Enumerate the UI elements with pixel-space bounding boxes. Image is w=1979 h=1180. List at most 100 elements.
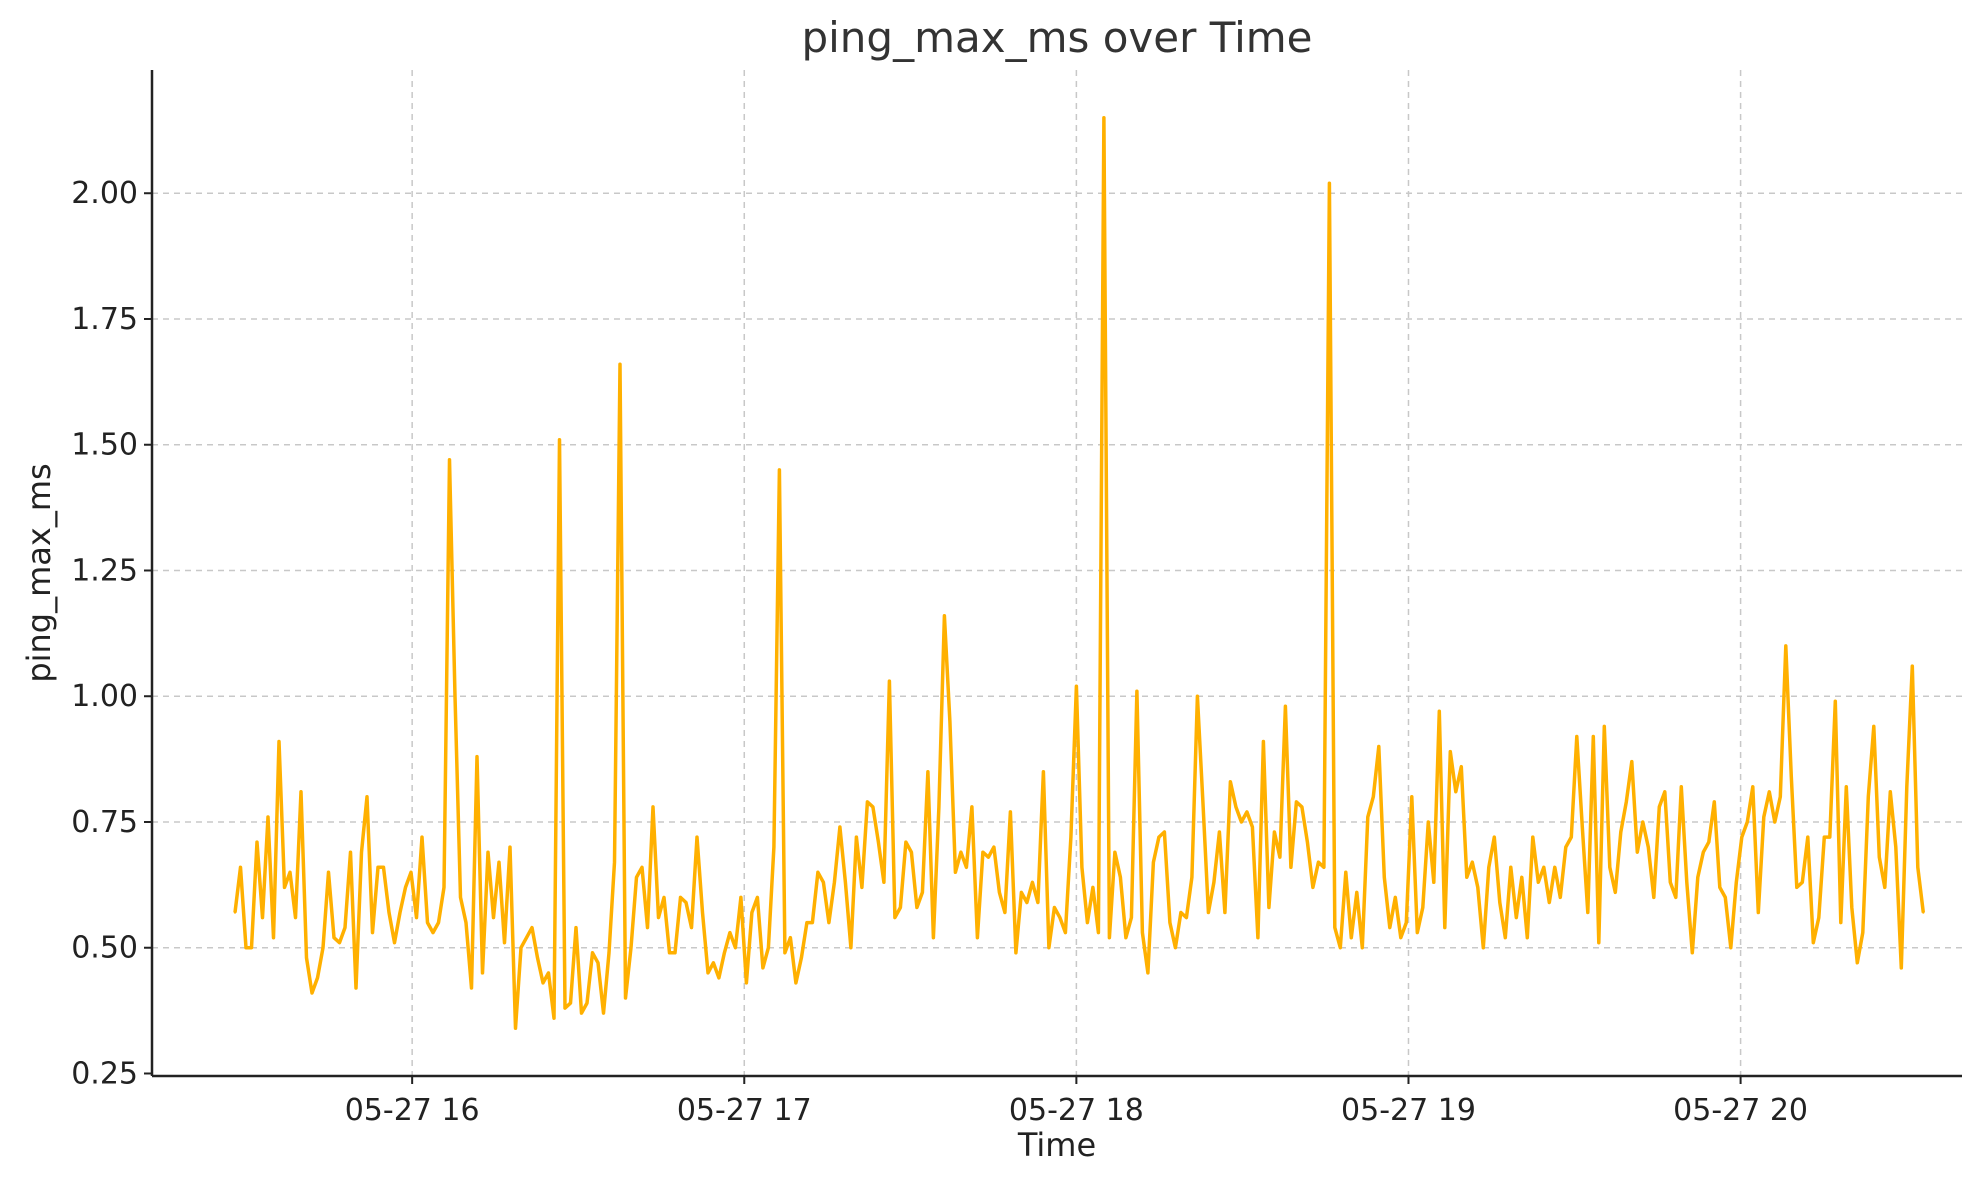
data-point bbox=[1438, 710, 1441, 713]
data-point bbox=[371, 931, 374, 934]
data-point bbox=[756, 896, 759, 899]
data-point bbox=[1289, 866, 1293, 869]
data-point bbox=[1207, 911, 1210, 914]
data-point bbox=[1757, 911, 1760, 914]
data-point bbox=[1724, 896, 1727, 899]
data-point bbox=[1718, 886, 1722, 889]
data-point bbox=[1636, 851, 1639, 854]
data-point bbox=[305, 956, 308, 959]
data-point bbox=[508, 845, 512, 849]
data-point bbox=[525, 936, 528, 939]
data-point bbox=[1306, 840, 1309, 844]
data-point bbox=[662, 896, 666, 899]
chart-title: ping_max_ms over Time bbox=[801, 13, 1312, 62]
data-point bbox=[1812, 941, 1815, 944]
data-point bbox=[1113, 851, 1117, 854]
data-point bbox=[607, 951, 611, 954]
data-point bbox=[1058, 916, 1062, 919]
data-point bbox=[613, 861, 616, 864]
data-point bbox=[541, 981, 545, 985]
data-point bbox=[426, 921, 429, 924]
data-point bbox=[486, 851, 490, 854]
data-point bbox=[338, 941, 341, 944]
data-point bbox=[431, 931, 435, 934]
data-point bbox=[316, 976, 319, 980]
data-point bbox=[1883, 886, 1887, 889]
data-point bbox=[239, 866, 242, 869]
data-point bbox=[1669, 881, 1672, 884]
data-point bbox=[530, 926, 534, 929]
data-point bbox=[1482, 946, 1485, 949]
y-tick-label: 0.75 bbox=[71, 805, 138, 840]
data-point bbox=[1834, 700, 1837, 703]
data-point bbox=[1856, 961, 1859, 964]
data-point bbox=[1751, 785, 1755, 788]
data-point bbox=[904, 840, 908, 844]
data-point bbox=[1003, 911, 1007, 914]
data-point bbox=[981, 851, 985, 854]
data-point bbox=[393, 941, 396, 944]
data-point bbox=[1713, 800, 1716, 804]
data-point bbox=[712, 961, 715, 964]
data-point bbox=[673, 951, 677, 954]
data-point bbox=[1916, 866, 1920, 869]
data-point bbox=[668, 951, 671, 954]
data-point bbox=[888, 679, 891, 683]
data-point bbox=[1795, 886, 1799, 889]
data-point bbox=[398, 911, 402, 914]
data-point bbox=[1647, 845, 1650, 849]
data-point bbox=[1174, 946, 1177, 949]
data-point bbox=[1872, 725, 1876, 728]
data-point bbox=[1526, 936, 1529, 939]
data-point bbox=[415, 916, 418, 919]
data-point bbox=[365, 795, 369, 798]
data-point bbox=[1047, 946, 1051, 949]
data-point bbox=[288, 871, 292, 874]
data-point bbox=[1256, 936, 1260, 939]
data-point bbox=[1284, 705, 1287, 708]
data-point bbox=[1399, 936, 1403, 939]
y-tick-label: 1.50 bbox=[71, 428, 138, 463]
data-point bbox=[1630, 760, 1634, 763]
data-point bbox=[1240, 820, 1243, 824]
data-point bbox=[519, 946, 523, 949]
data-point bbox=[1416, 931, 1419, 934]
data-point bbox=[1641, 820, 1645, 824]
data-point bbox=[503, 941, 506, 944]
data-point bbox=[1179, 911, 1183, 914]
data-point bbox=[789, 936, 792, 939]
data-point bbox=[1350, 936, 1353, 939]
data-point bbox=[1372, 795, 1375, 798]
data-point bbox=[1520, 876, 1524, 879]
data-point bbox=[1432, 881, 1436, 884]
data-point bbox=[679, 896, 682, 899]
data-point bbox=[657, 916, 660, 919]
data-point bbox=[1064, 931, 1067, 934]
data-point bbox=[360, 851, 363, 854]
data-point bbox=[1394, 896, 1397, 899]
data-point bbox=[1581, 825, 1584, 829]
data-point bbox=[1531, 835, 1535, 839]
data-point bbox=[1223, 911, 1227, 914]
data-point bbox=[1086, 921, 1089, 924]
data-point bbox=[1680, 785, 1683, 788]
data-point bbox=[563, 1006, 567, 1010]
data-point bbox=[1251, 825, 1254, 829]
data-point bbox=[1674, 896, 1678, 899]
data-point bbox=[442, 886, 446, 889]
data-point bbox=[1328, 182, 1331, 185]
data-point bbox=[585, 1001, 589, 1005]
data-point bbox=[1548, 901, 1551, 904]
data-point bbox=[250, 946, 253, 949]
data-point bbox=[1509, 866, 1513, 869]
data-point bbox=[492, 916, 495, 919]
data-point bbox=[855, 835, 858, 839]
data-point bbox=[921, 891, 924, 894]
data-point bbox=[1476, 886, 1480, 889]
data-point bbox=[1773, 820, 1777, 824]
data-point bbox=[1702, 851, 1705, 854]
data-point bbox=[1377, 745, 1381, 748]
data-point bbox=[1911, 664, 1914, 668]
data-point bbox=[1570, 835, 1573, 839]
